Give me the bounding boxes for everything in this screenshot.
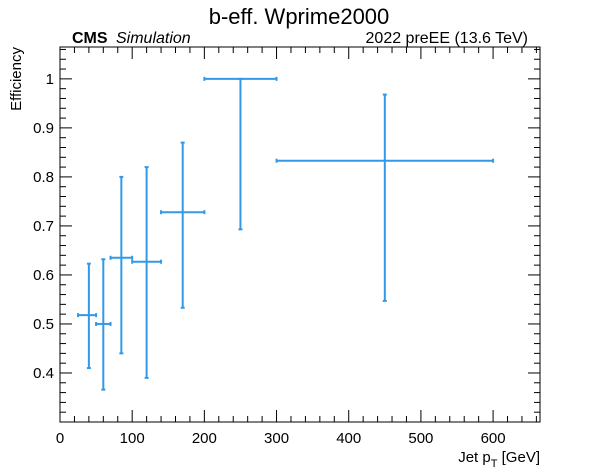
data-point xyxy=(77,262,98,370)
data-point xyxy=(203,76,278,231)
x-tick-label: 600 xyxy=(481,430,506,447)
x-axis-label-subscript: T xyxy=(491,458,498,470)
y-tick-label: 1 xyxy=(46,71,54,88)
y-axis-ticks xyxy=(60,48,540,423)
data-point xyxy=(160,141,206,309)
x-tick-label: 300 xyxy=(264,430,289,447)
y-tick-label: 0.4 xyxy=(33,365,54,382)
y-tick-label: 0.5 xyxy=(33,316,54,333)
x-tick-label: 200 xyxy=(192,430,217,447)
data-point xyxy=(95,258,112,391)
chart-title: b-eff. Wprime2000 xyxy=(209,4,390,29)
x-tick-label: 0 xyxy=(56,430,64,447)
y-tick-label: 0.9 xyxy=(33,120,54,137)
data-point xyxy=(109,175,134,355)
x-axis-label-main: Jet p xyxy=(458,449,491,466)
y-tick-label: 0.7 xyxy=(33,218,54,235)
simulation-label: Simulation xyxy=(116,30,191,47)
x-tick-label: 500 xyxy=(408,430,433,447)
y-tick-label: 0.6 xyxy=(33,267,54,284)
y-tick-label: 0.8 xyxy=(33,169,54,186)
x-axis-ticks xyxy=(59,47,537,422)
plot-frame xyxy=(59,46,541,423)
y-axis-tick-labels: 0.4 0.5 0.6 0.7 0.8 0.9 1 xyxy=(33,71,54,382)
cms-label: CMS xyxy=(72,30,108,47)
y-axis-label: Efficiency xyxy=(8,47,25,111)
x-tick-label: 400 xyxy=(336,430,361,447)
data-point xyxy=(131,166,163,379)
data-markers xyxy=(77,76,495,391)
energy-label: 2022 preEE (13.6 TeV) xyxy=(366,30,528,47)
x-axis-tick-labels: 0 100 200 300 400 500 600 xyxy=(56,430,506,447)
data-point xyxy=(275,93,495,302)
x-tick-label: 100 xyxy=(120,430,145,447)
x-axis-label-unit: [GeV] xyxy=(497,449,540,466)
x-axis-label: Jet pT [GeV] xyxy=(458,449,540,470)
